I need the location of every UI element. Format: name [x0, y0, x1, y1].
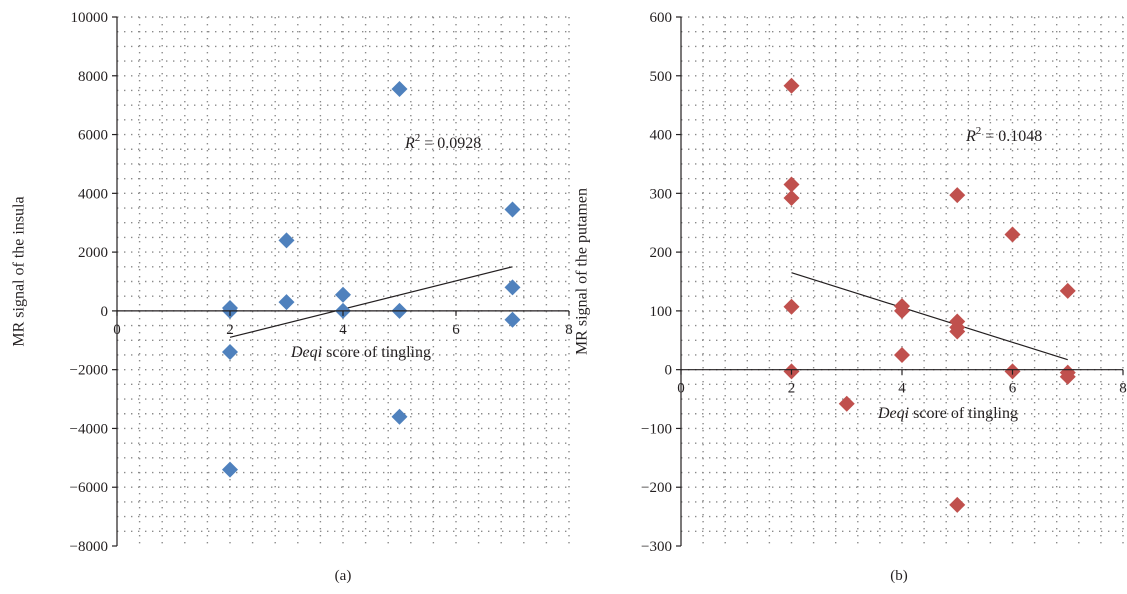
data-point	[504, 311, 521, 328]
data-point	[391, 408, 408, 425]
x-axis-title-rest: score of tingling	[322, 344, 431, 361]
y-tick-label: 400	[650, 128, 673, 144]
y-tick-label: 0	[101, 304, 109, 320]
x-tick-label: 6	[1009, 381, 1017, 397]
data-point	[949, 323, 966, 340]
r-squared-annotation: R2 = 0.0928	[404, 132, 481, 152]
trendline-layer-a	[229, 266, 513, 338]
x-tick-label: 8	[1119, 381, 1127, 397]
points-a	[222, 81, 521, 478]
panel-label: (b)	[890, 568, 908, 584]
y-axis-title: MR signal of the insula	[11, 196, 28, 346]
y-tick-label: 600	[650, 10, 673, 26]
y-tick-label: 300	[650, 186, 673, 202]
r-exponent: 2	[415, 132, 421, 144]
x-axis-title-rest: score of tingling	[909, 405, 1018, 422]
y-tick-label: 4000	[78, 186, 108, 202]
data-point	[949, 496, 966, 513]
y-tick-label: 0	[665, 363, 673, 379]
y-tick-label: −300	[641, 539, 672, 555]
r-exponent: 2	[976, 125, 982, 137]
trendline	[791, 272, 1068, 361]
y-axis-title: MR signal of the putamen	[574, 188, 591, 355]
r-squared-value: = 0.0928	[420, 135, 481, 152]
data-point	[278, 294, 295, 311]
data-point	[838, 395, 855, 412]
y-tick-label: 100	[650, 304, 673, 320]
y-tick-label: −200	[641, 480, 672, 496]
data-point	[222, 461, 238, 478]
labels-a: −8000 −6000 −4000 −2000 0 2000 4000 6000 8000 100…	[11, 10, 573, 584]
r-symbol: R	[404, 135, 415, 152]
y-tick-label: −2000	[70, 363, 108, 379]
labels-b: −300 −200 −100 0 100 200 300 400 500 600 0 2 4 6 8 MR s…	[574, 10, 1127, 584]
points-b	[783, 77, 1076, 513]
y-tick-label: −4000	[70, 421, 108, 437]
data-point	[783, 190, 800, 207]
data-point	[335, 286, 351, 303]
y-tick-label: 200	[650, 245, 673, 261]
r-squared-annotation: R2 = 0.1048	[965, 125, 1042, 145]
data-point	[783, 176, 800, 193]
data-point	[894, 302, 910, 319]
data-point	[222, 344, 238, 361]
data-point	[1059, 282, 1076, 299]
data-point	[504, 201, 521, 218]
y-tick-label: 10000	[71, 10, 109, 26]
x-axis-title-emphasis: Deqi	[290, 344, 322, 361]
x-tick-label: 2	[788, 381, 796, 397]
panel-label: (a)	[335, 568, 352, 584]
trendline	[229, 266, 513, 338]
r-squared-value: = 0.1048	[981, 128, 1042, 145]
y-tick-label: −100	[641, 421, 672, 437]
x-tick-label: 2	[226, 322, 234, 338]
data-point	[278, 232, 295, 249]
axes-a	[112, 16, 570, 547]
grid-a	[117, 16, 570, 546]
axes-b	[676, 16, 1124, 547]
y-tick-label: 6000	[78, 128, 108, 144]
x-axis-title: Deqi score of tingling	[290, 344, 431, 361]
x-tick-label: 0	[113, 322, 121, 338]
data-point	[894, 346, 910, 363]
x-tick-label: 6	[452, 322, 460, 338]
data-point	[783, 298, 800, 315]
x-tick-label: 8	[565, 322, 573, 338]
data-point	[504, 279, 521, 296]
data-point	[949, 187, 966, 204]
x-tick-label: 4	[339, 322, 347, 338]
x-tick-label: 4	[898, 381, 906, 397]
trendline-layer-b	[791, 272, 1068, 361]
grid-b	[681, 16, 1124, 546]
x-axis-title: Deqi score of tingling	[877, 405, 1018, 422]
data-point	[783, 77, 800, 94]
y-tick-label: 500	[650, 69, 673, 85]
x-tick-label: 0	[677, 381, 685, 397]
r-symbol: R	[965, 128, 976, 145]
data-point	[1004, 226, 1021, 243]
y-tick-label: 2000	[78, 245, 108, 261]
data-point	[391, 81, 408, 98]
y-tick-label: −6000	[70, 480, 108, 496]
chart-b-putamen: −300 −200 −100 0 100 200 300 400 500 600 0 2 4 6 8 MR s…	[574, 10, 1127, 584]
y-tick-label: −8000	[70, 539, 108, 555]
data-point	[1059, 368, 1076, 385]
x-axis-title-emphasis: Deqi	[877, 405, 909, 422]
chart-a-insula: −8000 −6000 −4000 −2000 0 2000 4000 6000 8000 100…	[11, 10, 573, 584]
y-tick-label: 8000	[78, 69, 108, 85]
